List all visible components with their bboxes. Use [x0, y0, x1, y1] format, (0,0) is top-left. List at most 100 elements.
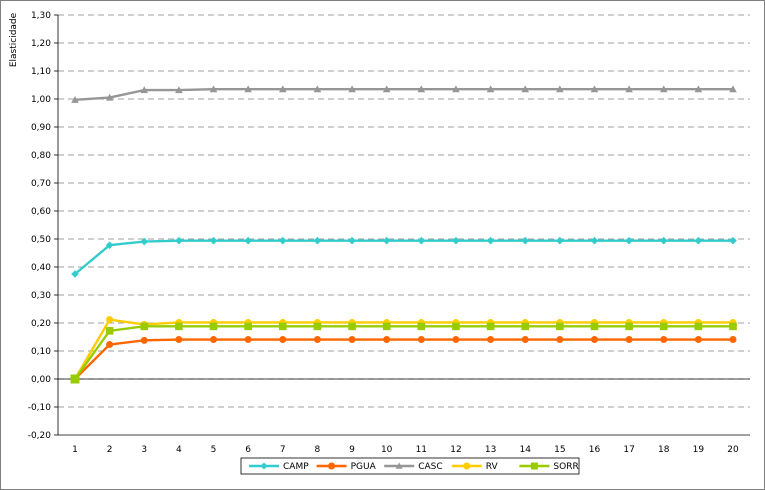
data-point — [106, 341, 114, 349]
data-point — [244, 322, 252, 331]
x-tick-labels: 1 2 3 4 5 6 7 8 9 10 11 12 13 14 15 16 17 18 19 20 — [72, 445, 739, 455]
x-tick-label: 14 — [519, 445, 531, 455]
x-tick-label: 2 — [107, 445, 113, 455]
data-point — [486, 85, 495, 93]
y-tick-label: 1,30 — [31, 11, 51, 21]
series-line — [74, 87, 733, 102]
y-tick-label: 1,00 — [31, 95, 51, 105]
series-sorr — [70, 322, 737, 384]
data-point — [278, 236, 287, 245]
data-point — [105, 327, 114, 335]
data-point — [694, 322, 703, 331]
x-tick-label: 12 — [450, 445, 461, 455]
data-point — [659, 322, 668, 331]
data-point — [521, 236, 530, 245]
data-point — [244, 336, 252, 344]
data-point — [140, 237, 149, 246]
data-point — [521, 322, 530, 331]
axes — [54, 14, 750, 436]
data-point — [140, 86, 149, 94]
data-point — [659, 236, 668, 245]
series-line — [74, 239, 733, 275]
series-camp — [71, 236, 737, 278]
y-tick-label: 0,60 — [31, 207, 51, 217]
data-point — [417, 236, 426, 245]
y-tick-label: 0,90 — [31, 123, 51, 133]
data-point — [486, 236, 495, 245]
x-tick-label: 8 — [315, 445, 321, 455]
y-tick-label: 0,00 — [31, 375, 51, 385]
data-point — [625, 322, 633, 331]
data-point — [452, 236, 460, 245]
y-tick-label: 0,70 — [31, 179, 51, 189]
y-tick-label: -0,20 — [28, 431, 52, 441]
data-point — [140, 322, 149, 331]
data-point — [140, 336, 148, 344]
data-point — [729, 336, 737, 344]
data-point — [452, 336, 460, 344]
data-point — [175, 86, 183, 94]
x-tick-label: 5 — [211, 445, 217, 455]
y-tick-labels: -0,20 -0,10 0,00 0,10 0,20 0,30 0,40 0,50 0,60 0,… — [28, 11, 52, 441]
data-point — [659, 85, 668, 93]
y-tick-label: 1,10 — [31, 67, 51, 77]
series-line — [74, 338, 733, 380]
data-point — [348, 336, 356, 344]
y-axis-label: Elasticidade — [9, 12, 19, 67]
data-point — [486, 322, 495, 331]
x-tick-label: 10 — [381, 445, 393, 455]
data-point — [71, 270, 79, 278]
x-tick-label: 20 — [727, 445, 739, 455]
legend-label: RV — [486, 462, 499, 472]
x-tick-label: 6 — [245, 445, 251, 455]
data-point — [590, 236, 599, 245]
plot-area — [70, 85, 737, 384]
x-tick-label: 3 — [141, 445, 147, 455]
x-tick-label: 7 — [280, 445, 286, 455]
data-point — [70, 374, 80, 384]
data-point — [382, 322, 391, 331]
legend-marker — [260, 462, 268, 470]
data-point — [105, 241, 114, 249]
data-point — [209, 85, 218, 93]
data-point — [625, 236, 633, 245]
data-point — [729, 322, 737, 331]
y-tick-label: 0,10 — [31, 347, 51, 357]
x-tick-label: 9 — [349, 445, 355, 455]
data-point — [348, 322, 356, 331]
legend-label: PGUA — [351, 462, 377, 472]
x-tick-label: 4 — [176, 445, 182, 455]
legend-marker — [530, 462, 538, 470]
data-point — [590, 322, 599, 331]
data-point — [417, 85, 426, 93]
legend-item-sorr: SORR — [519, 462, 579, 472]
legend-label: CASC — [418, 462, 442, 472]
data-point — [313, 336, 321, 344]
grid-lines — [58, 14, 750, 408]
data-point — [106, 316, 114, 324]
data-point — [521, 336, 529, 344]
legend-item-casc: CASC — [384, 462, 443, 472]
data-point — [313, 322, 322, 331]
data-point — [382, 236, 391, 245]
data-point — [694, 236, 703, 245]
data-point — [175, 236, 183, 245]
data-point — [660, 336, 668, 344]
y-tick-label: 0,20 — [31, 319, 51, 329]
data-point — [729, 85, 737, 93]
x-tick-label: 15 — [554, 445, 565, 455]
data-point — [313, 85, 322, 93]
x-tick-label: 11 — [416, 445, 427, 455]
data-point — [556, 85, 564, 93]
x-tick-label: 1 — [72, 445, 78, 455]
data-point — [521, 85, 530, 93]
data-point — [694, 85, 703, 93]
legend: CAMP PGUA CASC RV SORR — [240, 457, 580, 475]
data-point — [487, 336, 495, 344]
data-point — [71, 96, 79, 103]
data-point — [279, 336, 287, 344]
data-point — [556, 322, 564, 331]
series-line — [73, 318, 733, 380]
series-pgua — [71, 336, 737, 383]
x-tick-label: 17 — [623, 445, 634, 455]
